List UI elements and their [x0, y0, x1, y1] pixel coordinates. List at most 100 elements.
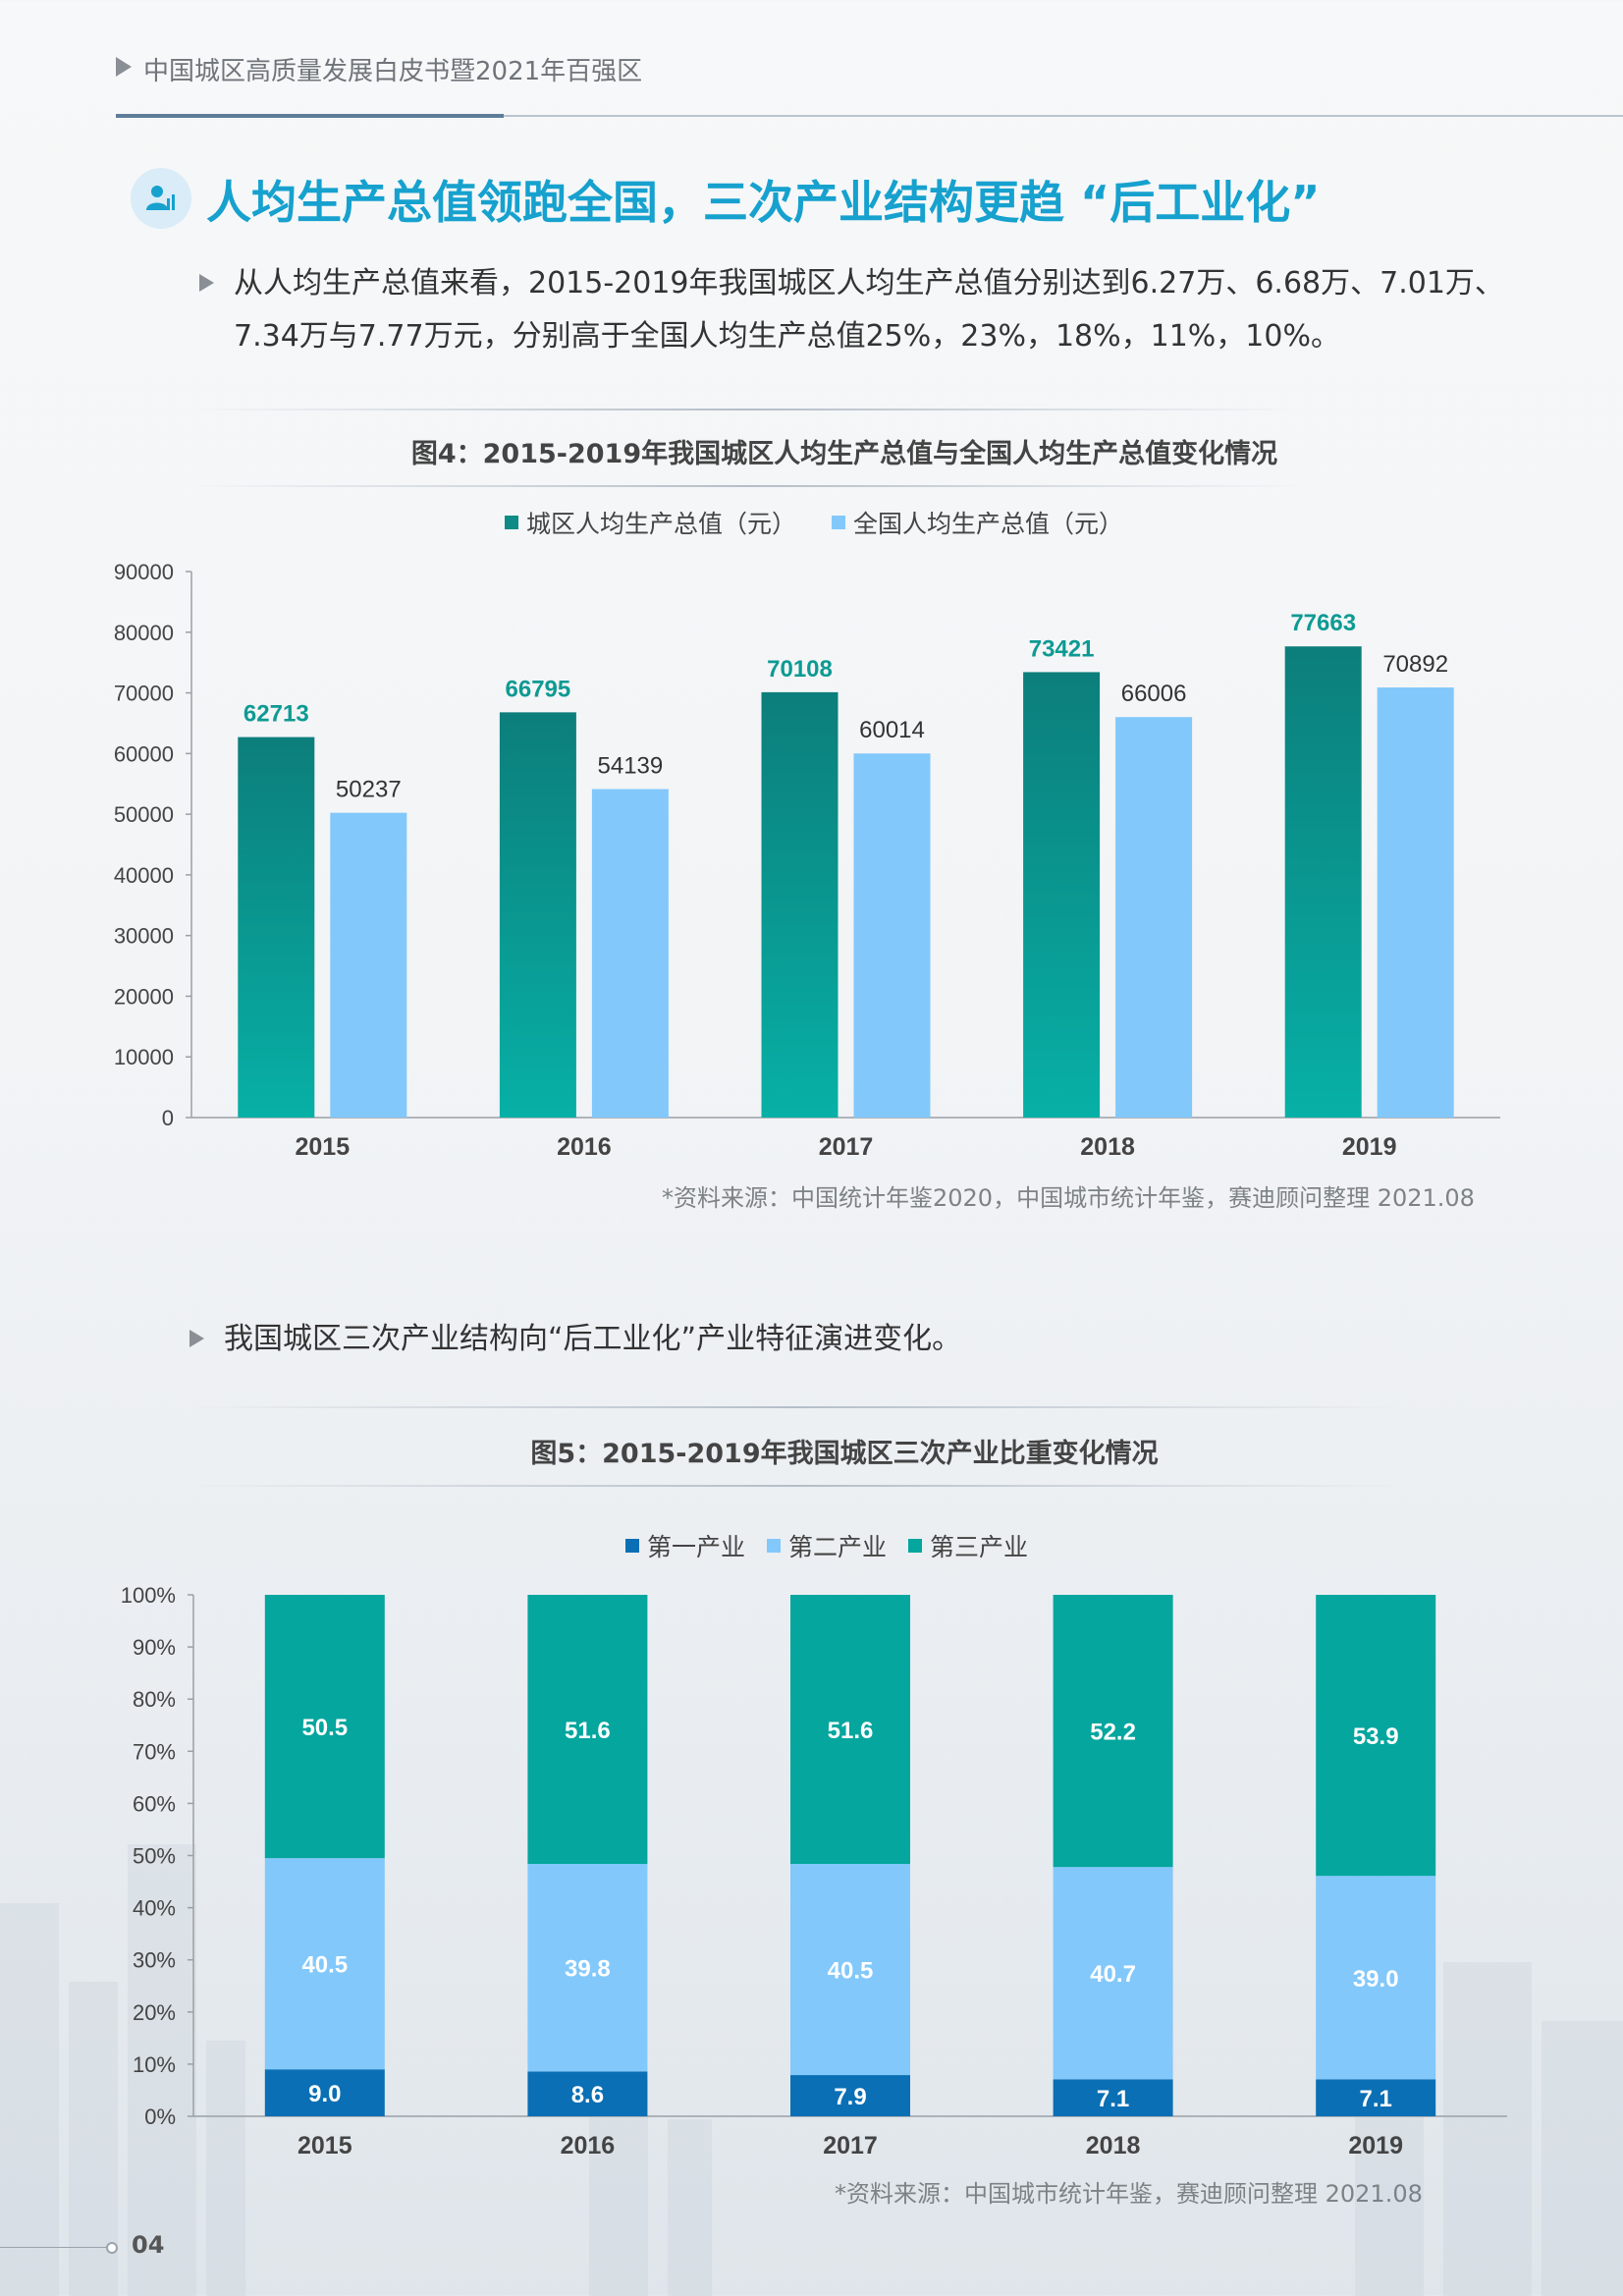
y-tick-label: 0	[162, 1106, 174, 1130]
data-label: 9.0	[308, 2081, 341, 2107]
stacked-bar-segment	[1053, 1595, 1173, 1868]
data-label: 50237	[336, 777, 402, 803]
bar	[330, 812, 407, 1118]
legend-item: 城区人均生产总值（元）	[505, 505, 796, 540]
stacked-bar-segment	[1316, 1595, 1436, 1877]
data-label: 73421	[1029, 635, 1095, 662]
y-tick-label: 60000	[114, 741, 174, 766]
header-arrow-icon	[116, 57, 132, 77]
paragraph-line: 我国城区三次产业结构向“后工业化”产业特征演进变化。	[224, 1322, 962, 1356]
data-label: 50.5	[301, 1715, 348, 1741]
stacked-bar-segment	[1053, 2079, 1173, 2116]
stacked-bar-segment	[527, 1595, 648, 1864]
x-tick-label: 2017	[823, 2132, 878, 2159]
legend-swatch	[505, 516, 518, 529]
legend-swatch	[908, 1539, 923, 1553]
paragraph-line: 7.34万与7.77万元，分别高于全国人均生产总值25%，23%，18%，11%…	[234, 319, 1340, 354]
stacked-bar-segment	[790, 1595, 910, 1864]
y-tick-label: 0%	[144, 2105, 176, 2129]
stacked-bar-segment	[1316, 2079, 1436, 2116]
stacked-bar-segment	[264, 2069, 385, 2116]
legend-label: 全国人均生产总值（元）	[853, 510, 1124, 538]
x-tick-label: 2018	[1080, 1133, 1135, 1161]
y-tick-label: 80%	[133, 1687, 176, 1712]
section-title: 人均生产总值领跑全国，三次产业结构更趋 “后工业化”	[206, 176, 1321, 229]
data-label: 66795	[506, 676, 571, 702]
y-tick-label: 90000	[114, 560, 174, 584]
stacked-bar-segment	[1053, 1867, 1173, 2080]
x-tick-label: 2015	[298, 2132, 352, 2159]
data-label: 60014	[859, 717, 925, 743]
legend-label: 第三产业	[930, 1533, 1029, 1561]
legend-label: 城区人均生产总值（元）	[526, 510, 797, 538]
figure-4-title: 图4：2015-2019年我国城区人均生产总值与全国人均生产总值变化情况	[410, 439, 1278, 469]
stacked-bar-segment	[264, 1858, 385, 2070]
data-label: 52.2	[1090, 1720, 1136, 1746]
legend-item: 第三产业	[908, 1528, 1028, 1563]
legend-label: 第二产业	[788, 1533, 888, 1561]
user-chart-icon	[131, 168, 191, 229]
y-tick-label: 40000	[114, 863, 174, 888]
bar	[853, 753, 931, 1118]
data-label: 7.9	[834, 2084, 866, 2110]
legend-swatch	[832, 516, 846, 529]
data-label: 7.1	[1097, 2086, 1129, 2112]
data-label: 39.0	[1353, 1966, 1399, 1993]
data-label: 51.6	[828, 1718, 874, 1744]
y-tick-label: 70000	[114, 682, 174, 706]
figure-rule	[187, 485, 1306, 487]
data-label: 77663	[1290, 610, 1356, 636]
bar	[591, 789, 669, 1118]
legend-item: 第二产业	[767, 1528, 887, 1563]
y-tick-label: 60%	[133, 1791, 176, 1816]
header-divider-accent	[116, 114, 504, 118]
legend-swatch	[767, 1539, 782, 1553]
chart-2-legend: 第一产业 第二产业 第三产业	[625, 1528, 1028, 1563]
figure-5-title: 图5：2015-2019年我国城区三次产业比重变化情况	[530, 1439, 1159, 1469]
y-tick-label: 10%	[133, 2052, 176, 2077]
x-tick-label: 2019	[1342, 1133, 1397, 1161]
y-tick-label: 50%	[133, 1844, 176, 1869]
figure-rule	[187, 1485, 1404, 1487]
data-label: 51.6	[565, 1718, 611, 1744]
bullet-arrow-icon	[189, 1330, 204, 1347]
paragraph-line: 从人均生产总值来看，2015-2019年我国城区人均生产总值分别达到6.27万、…	[234, 266, 1504, 301]
data-label: 70892	[1382, 651, 1448, 678]
y-tick-label: 30%	[133, 1948, 176, 1973]
bar	[1115, 717, 1193, 1118]
stacked-bar-segment	[1316, 1876, 1436, 2080]
x-tick-label: 2015	[295, 1133, 350, 1161]
footer-line	[0, 2247, 108, 2248]
y-tick-label: 90%	[133, 1635, 176, 1660]
y-tick-label: 70%	[133, 1739, 176, 1764]
x-tick-label: 2016	[557, 1133, 612, 1161]
data-label: 70108	[767, 656, 833, 683]
data-label: 66006	[1121, 681, 1187, 707]
data-label: 7.1	[1360, 2086, 1392, 2112]
x-tick-label: 2019	[1348, 2132, 1403, 2159]
header-title: 中国城区高质量发展白皮书暨2021年百强区	[143, 57, 643, 86]
x-tick-label: 2016	[561, 2132, 616, 2159]
data-label: 39.8	[565, 1956, 611, 1983]
data-label: 40.7	[1090, 1961, 1136, 1988]
y-tick-label: 20%	[133, 2000, 176, 2025]
x-tick-label: 2018	[1086, 2132, 1141, 2159]
footer-dot-icon	[106, 2242, 118, 2254]
bar	[1284, 646, 1362, 1118]
bar	[1023, 672, 1101, 1118]
bar	[499, 712, 576, 1118]
y-tick-label: 10000	[114, 1045, 174, 1069]
stacked-bar-segment	[264, 1595, 385, 1859]
y-tick-label: 30000	[114, 924, 174, 949]
figure-rule	[187, 1406, 1404, 1408]
data-label: 40.5	[828, 1958, 874, 1985]
chart-2-source: *资料来源：中国城市统计年鉴，赛迪顾问整理 2021.08	[835, 2180, 1423, 2208]
legend-item: 全国人均生产总值（元）	[832, 505, 1123, 540]
y-tick-label: 20000	[114, 984, 174, 1009]
data-label: 62713	[243, 701, 309, 728]
bar	[1377, 687, 1454, 1118]
bar	[238, 737, 315, 1118]
y-tick-label: 40%	[133, 1896, 176, 1921]
header-divider	[116, 115, 1623, 117]
stacked-bar-segment	[790, 1863, 910, 2076]
